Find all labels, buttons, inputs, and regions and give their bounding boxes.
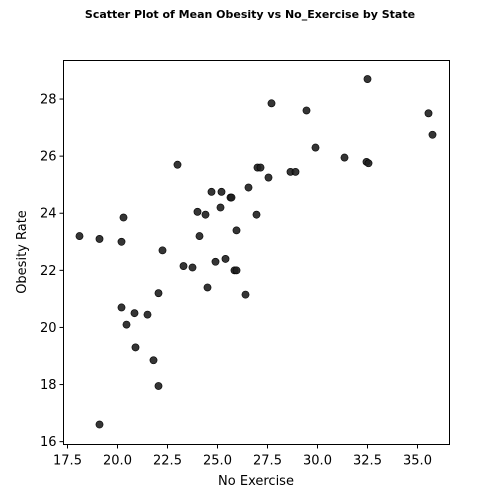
x-tick-label: 35.0 — [403, 454, 432, 469]
y-axis-label: Obesity Rate — [15, 210, 30, 294]
data-point — [117, 237, 126, 246]
data-point — [130, 309, 139, 318]
data-point — [311, 143, 320, 152]
data-point — [227, 193, 236, 202]
data-point — [201, 210, 210, 219]
data-point — [364, 159, 373, 168]
data-point — [221, 255, 230, 263]
y-tick-label: 28 — [40, 93, 57, 108]
data-point — [154, 382, 163, 390]
y-tick-label: 16 — [40, 435, 57, 450]
data-point — [203, 283, 212, 292]
data-point — [428, 130, 437, 139]
y-tick-label: 22 — [40, 264, 57, 279]
data-point — [241, 290, 250, 299]
plot-frame — [63, 60, 450, 445]
data-point — [131, 343, 140, 352]
data-point — [122, 320, 131, 329]
data-point — [193, 207, 202, 216]
data-point — [143, 310, 152, 319]
data-point — [207, 187, 216, 196]
data-point — [291, 167, 300, 176]
data-points — [75, 75, 437, 429]
data-point — [211, 257, 220, 266]
data-point — [158, 246, 167, 255]
data-point — [424, 109, 433, 118]
y-tick-label: 24 — [40, 207, 57, 222]
data-point — [95, 420, 104, 429]
data-point — [173, 160, 182, 169]
data-point — [232, 266, 241, 275]
data-point — [244, 183, 253, 192]
data-point — [119, 213, 128, 222]
data-point — [340, 153, 349, 162]
y-tick-label: 20 — [40, 321, 57, 336]
y-tick-label: 26 — [40, 150, 57, 165]
y-tick-label: 18 — [40, 378, 57, 393]
data-point — [154, 289, 163, 298]
chart-title: Scatter Plot of Mean Obesity vs No_Exerc… — [85, 8, 415, 21]
x-tick-label: 20.0 — [103, 454, 132, 469]
x-tick-label: 32.5 — [353, 454, 382, 469]
data-point — [363, 75, 372, 83]
data-point — [95, 235, 104, 243]
data-point — [149, 356, 158, 365]
data-point — [232, 226, 241, 235]
data-point — [188, 263, 197, 272]
data-point — [252, 210, 261, 219]
data-point — [216, 203, 225, 212]
data-point — [75, 232, 84, 240]
x-tick-label: 30.0 — [303, 454, 332, 469]
x-tick-label: 17.5 — [53, 454, 82, 469]
x-tick-label: 27.5 — [253, 454, 282, 469]
data-point — [302, 106, 311, 115]
data-point — [195, 232, 204, 240]
y-axis-ticks: 16 18 20 22 24 26 28 — [40, 93, 64, 450]
data-point — [117, 303, 126, 312]
data-point — [267, 99, 276, 108]
x-axis-ticks: 17.5 20.0 22.5 25.0 27.5 30.0 32.5 35.0 — [53, 444, 432, 469]
data-point — [179, 262, 188, 270]
data-point — [217, 187, 226, 196]
data-point — [256, 163, 265, 172]
x-axis-label: No Exercise — [218, 474, 294, 489]
data-point — [264, 173, 273, 182]
x-tick-label: 25.0 — [203, 454, 232, 469]
x-tick-label: 22.5 — [153, 454, 182, 469]
